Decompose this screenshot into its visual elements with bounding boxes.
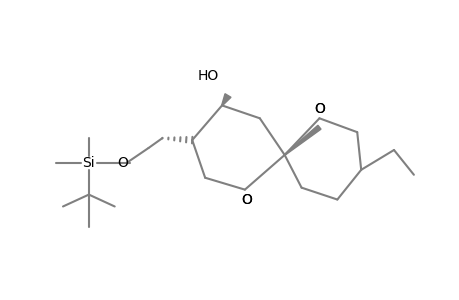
Polygon shape [221, 94, 230, 106]
Text: O: O [241, 193, 252, 206]
Text: O: O [313, 102, 324, 116]
Polygon shape [284, 125, 320, 155]
Text: O: O [117, 156, 128, 170]
Text: O: O [241, 193, 252, 206]
Text: HO: HO [197, 69, 218, 83]
Text: Si: Si [82, 156, 95, 170]
Text: O: O [313, 102, 324, 116]
